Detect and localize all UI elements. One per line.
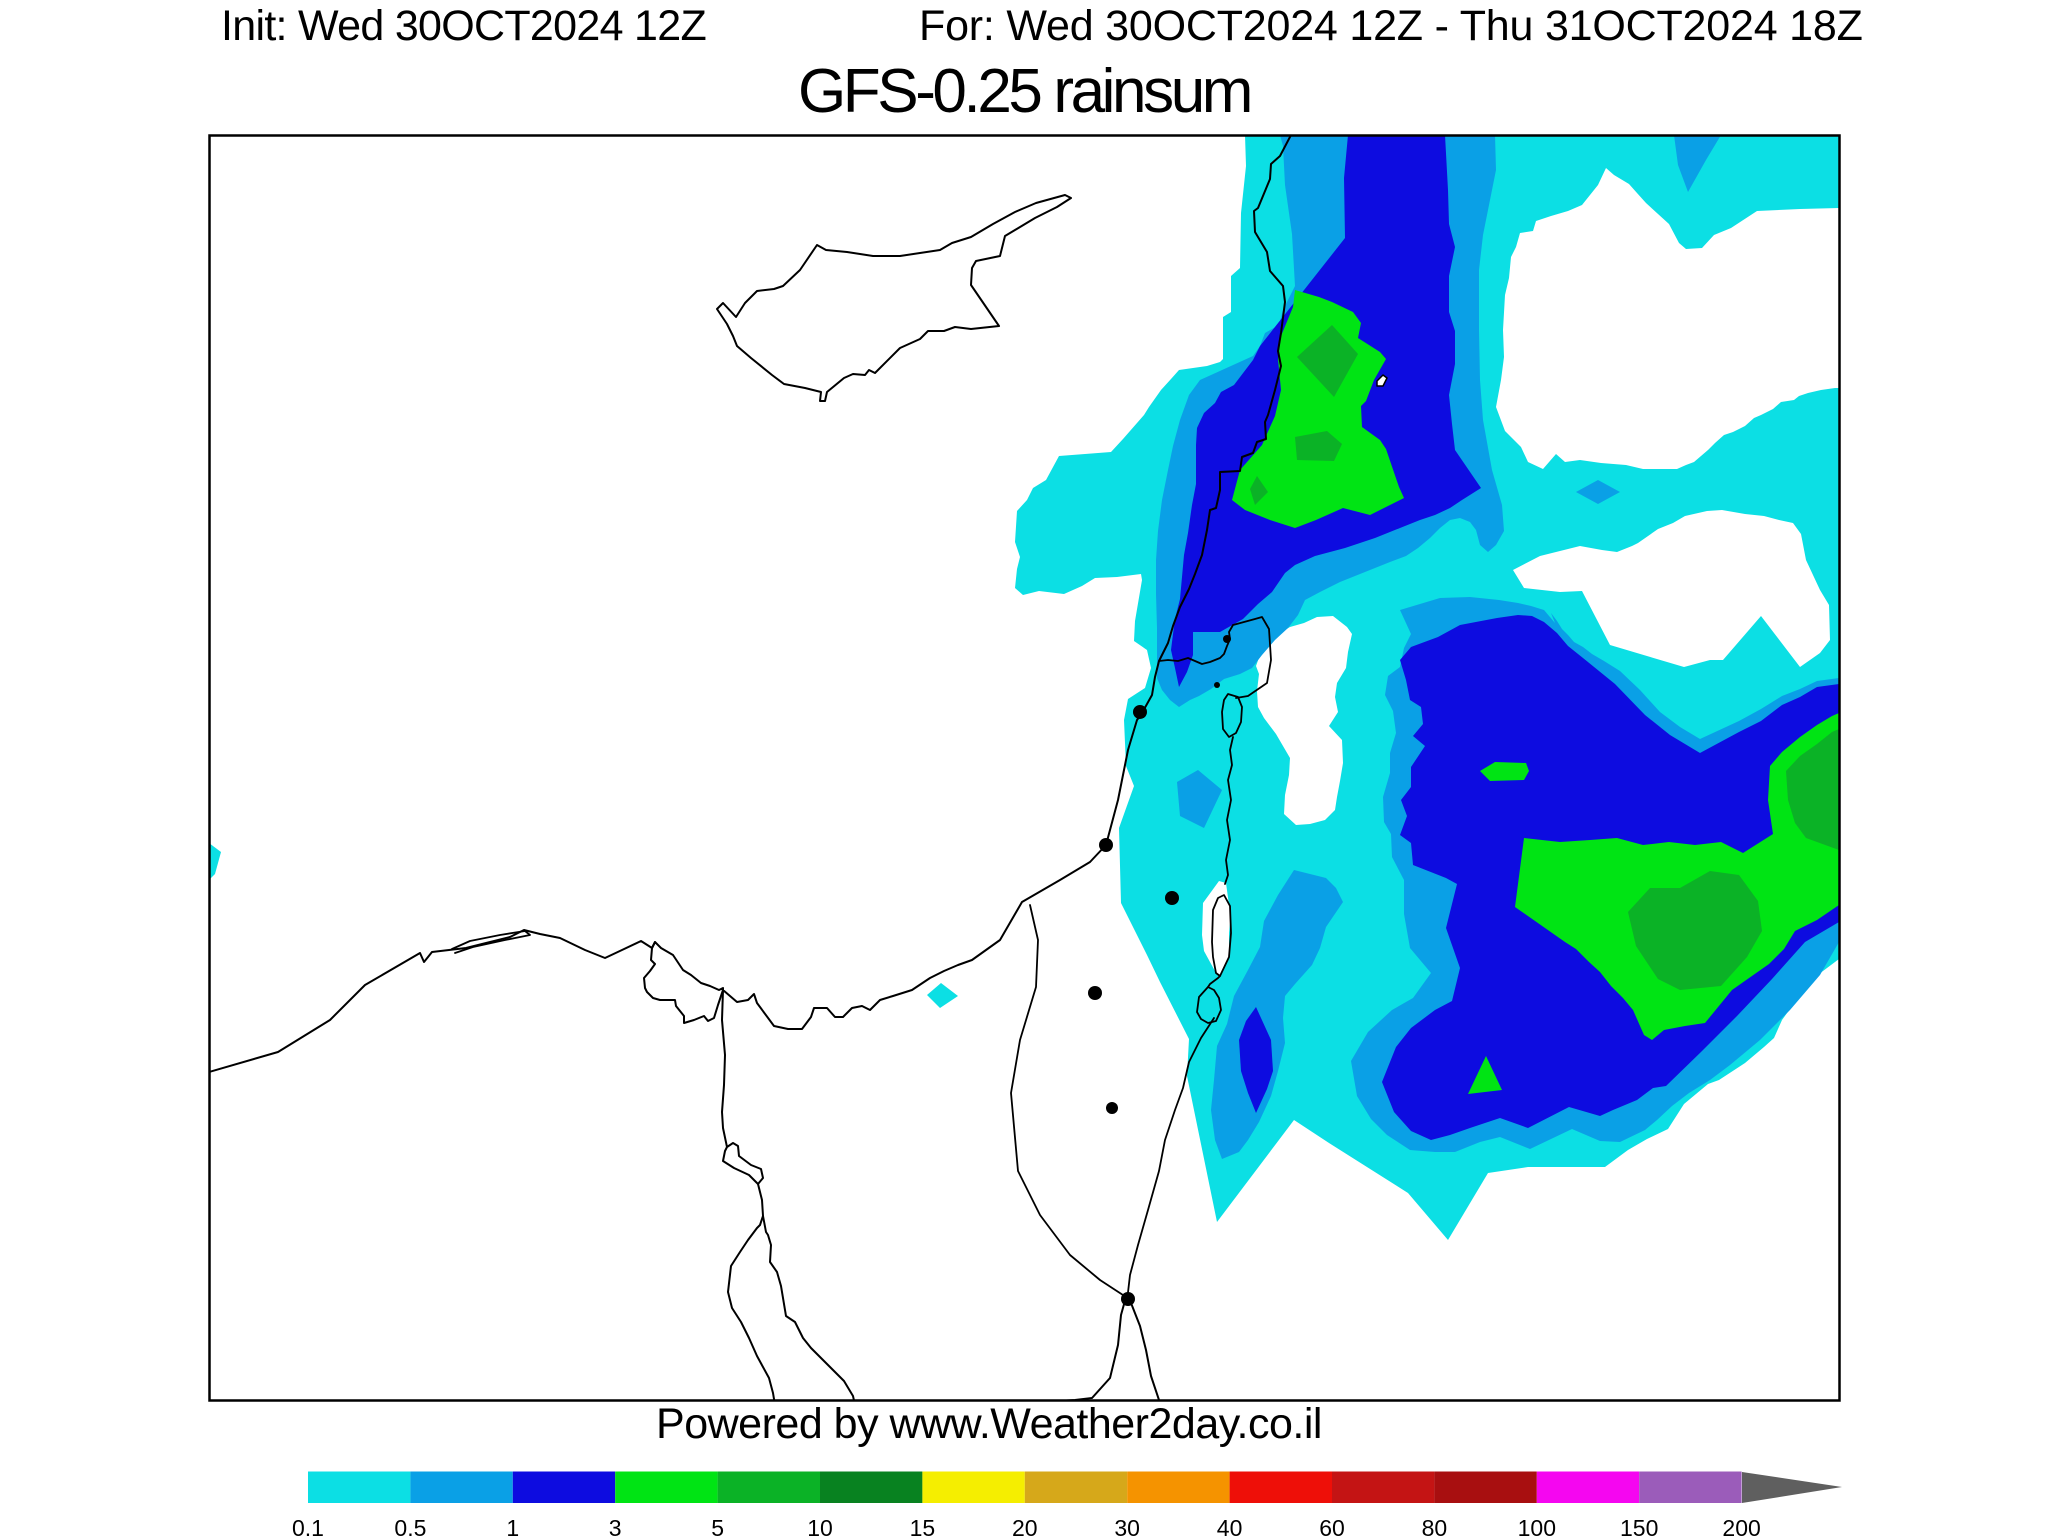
svg-text:Init: Wed 30OCT2024 12Z: Init: Wed 30OCT2024 12Z: [221, 2, 706, 50]
svg-text:20: 20: [1012, 1515, 1038, 1536]
svg-text:15: 15: [910, 1515, 936, 1536]
svg-text:GFS-0.25 rainsum: GFS-0.25 rainsum: [798, 57, 1250, 126]
svg-text:3: 3: [609, 1515, 622, 1536]
svg-text:For: Wed 30OCT2024 12Z - Thu 3: For: Wed 30OCT2024 12Z - Thu 31OCT2024 1…: [919, 2, 1863, 50]
svg-text:150: 150: [1620, 1515, 1658, 1536]
svg-text:100: 100: [1518, 1515, 1556, 1536]
svg-text:40: 40: [1217, 1515, 1243, 1536]
svg-text:60: 60: [1319, 1515, 1345, 1536]
svg-text:30: 30: [1114, 1515, 1140, 1536]
svg-text:1: 1: [506, 1515, 519, 1536]
svg-text:0.1: 0.1: [292, 1515, 324, 1536]
svg-text:200: 200: [1722, 1515, 1760, 1536]
svg-text:10: 10: [807, 1515, 833, 1536]
svg-text:80: 80: [1422, 1515, 1448, 1536]
svg-text:Powered by www.Weather2day.co.: Powered by www.Weather2day.co.il: [656, 1400, 1322, 1448]
svg-text:0.5: 0.5: [394, 1515, 426, 1536]
svg-text:5: 5: [711, 1515, 724, 1536]
